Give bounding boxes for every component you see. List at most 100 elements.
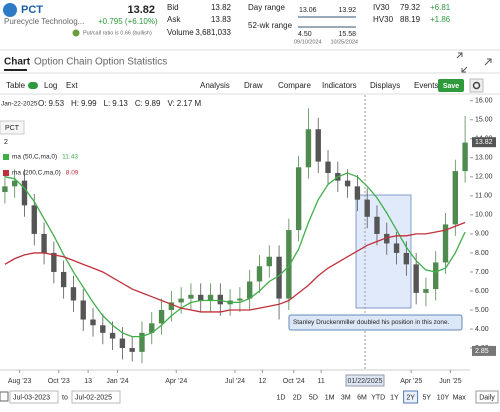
x-tick-label: Oct '24 — [283, 378, 305, 385]
info-label: L: — [104, 99, 111, 108]
info-value: 9.13 — [112, 99, 128, 108]
y-tick-label: 8.00 — [475, 250, 489, 257]
period-button[interactable]: 1D — [277, 394, 286, 401]
candle-body — [246, 281, 253, 299]
candle-body — [266, 256, 272, 267]
date-to[interactable]: Jul-02-2025 — [75, 394, 112, 401]
popout-icon[interactable] — [484, 58, 492, 66]
price: 13.82 — [127, 4, 155, 16]
date-from[interactable]: Jul-03-2023 — [13, 394, 50, 401]
toolbar-item[interactable]: Table — [6, 81, 26, 90]
toolbar-item[interactable]: Log — [44, 81, 57, 90]
candle-body — [158, 310, 165, 324]
annotation: Stanley Druckenmiller doubled his positi… — [293, 319, 450, 326]
period-button[interactable]: 5D — [309, 394, 318, 401]
range-value: 15.58 — [338, 31, 356, 38]
y-tick-label: 10.00 — [475, 212, 493, 219]
candle-body — [2, 186, 8, 193]
save-label[interactable]: Save — [443, 83, 459, 90]
candle-body — [393, 243, 400, 253]
legend-swatch — [3, 154, 9, 160]
toolbar-item[interactable]: Analysis — [200, 81, 230, 90]
candle-body — [325, 161, 331, 174]
range-label: 52-wk range — [248, 21, 293, 30]
legend-name: ma (200,C,ma,0) — [12, 170, 61, 177]
range-value: 13.92 — [338, 7, 356, 14]
quote-value: 13.82 — [211, 3, 232, 12]
toolbar-item[interactable]: Compare — [278, 81, 311, 90]
range-value: 13.06 — [299, 7, 317, 14]
candle-body — [276, 256, 282, 299]
ma-line — [4, 172, 466, 338]
info-value: 9.99 — [81, 99, 97, 108]
period-button[interactable]: YTD — [371, 394, 385, 401]
interval-box[interactable] — [475, 390, 499, 404]
toggle[interactable] — [28, 82, 38, 89]
toolbar-item[interactable]: Displays — [370, 81, 400, 90]
legend-symbol: PCT — [5, 125, 20, 132]
candle-body — [237, 298, 243, 301]
symbol[interactable]: PCT — [21, 4, 43, 16]
candle-body — [423, 289, 429, 293]
candle-body — [21, 180, 28, 206]
legend-count[interactable]: 2 — [4, 139, 8, 146]
price-badge-label: 2.85 — [475, 348, 489, 355]
y-tick-label: 4.00 — [475, 326, 489, 333]
period-button[interactable]: Max — [453, 394, 467, 401]
x-tick-label: 13 — [84, 378, 92, 385]
quote-label: Ask — [167, 15, 181, 24]
x-tick-label: 11 — [318, 378, 325, 385]
legend-symbol-box — [0, 120, 25, 135]
settings-button[interactable] — [469, 78, 484, 93]
candle-body — [413, 264, 419, 293]
toolbar-item[interactable]: Draw — [244, 81, 263, 90]
period-button[interactable]: 3M — [341, 394, 351, 401]
vol-change: +6.81 — [430, 3, 451, 12]
candle-body — [90, 319, 96, 326]
interval[interactable]: Daily — [479, 394, 495, 401]
toolbar-item[interactable]: Events — [414, 81, 438, 90]
period-button[interactable]: 1Y — [390, 394, 399, 401]
candle-body — [295, 167, 302, 231]
candle-body — [168, 302, 175, 311]
price-badge-label: 13.82 — [475, 139, 493, 146]
period-button[interactable]: 2Y — [406, 394, 415, 401]
candle-body — [374, 216, 380, 234]
period-button[interactable]: 5Y — [423, 394, 432, 401]
settings-icon — [472, 81, 481, 90]
candle-body — [60, 271, 67, 288]
y-tick-label: 12.00 — [475, 174, 493, 181]
tab[interactable]: Option Chain — [34, 57, 92, 68]
y-tick-label: 6.00 — [475, 288, 489, 295]
candle-body — [51, 252, 57, 272]
price-change: +0.795 (+6.10%) — [98, 17, 158, 26]
date-input[interactable] — [71, 390, 121, 404]
period-button[interactable]: 6M — [357, 394, 367, 401]
legend-swatch — [3, 170, 9, 176]
info-value: 2.17 M — [177, 99, 202, 108]
quote-label: Bid — [167, 3, 179, 12]
y-tick-label: 7.00 — [475, 269, 489, 276]
tab[interactable]: Chart — [4, 57, 31, 68]
period-button[interactable]: 2D — [293, 394, 302, 401]
cursor-date: 01/22/2025 — [347, 378, 382, 385]
quote-label: Volume — [167, 28, 194, 37]
y-tick-label: 9.00 — [475, 231, 489, 238]
toolbar-item[interactable]: Indicators — [322, 81, 357, 90]
candle-body — [286, 230, 292, 299]
tab[interactable]: Option Statistics — [95, 57, 167, 68]
save-button[interactable] — [438, 79, 464, 92]
vol-change: +1.86 — [430, 15, 451, 24]
candle-body — [80, 300, 86, 320]
candle-body — [403, 252, 410, 265]
y-tick-label: 11.00 — [475, 193, 492, 200]
expand-icon[interactable] — [456, 52, 468, 73]
period-button[interactable]: 1M — [325, 394, 335, 401]
candle-body — [305, 129, 312, 168]
quote-value: 13.83 — [211, 15, 232, 24]
date-input[interactable] — [9, 390, 59, 404]
candle-body — [11, 180, 18, 187]
period-button[interactable]: 10Y — [437, 394, 450, 401]
calendar-icon[interactable] — [0, 391, 9, 402]
toolbar-item[interactable]: Ext — [66, 81, 78, 90]
